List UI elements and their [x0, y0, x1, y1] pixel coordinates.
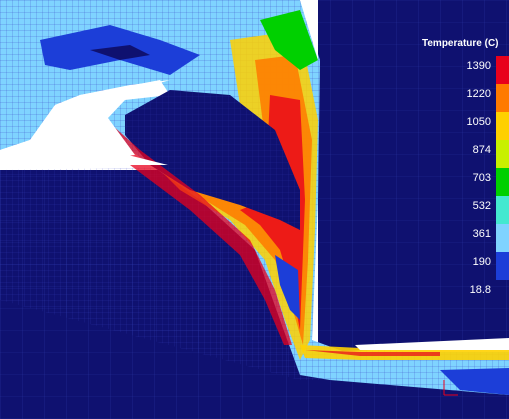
legend-label: 1050	[466, 116, 491, 128]
legend-label: 18.8	[469, 284, 491, 296]
legend-title: Temperature (C)	[422, 38, 499, 49]
legend-swatch	[496, 224, 509, 252]
legend-swatch	[496, 140, 509, 168]
legend-label: 190	[472, 256, 491, 268]
legend-swatch	[496, 252, 509, 280]
air-gap	[0, 0, 509, 350]
legend-color-bar	[496, 56, 509, 280]
legend-swatch	[496, 84, 509, 112]
legend-label: 361	[472, 228, 491, 240]
legend-swatch	[496, 168, 509, 196]
temperature-legend: Temperature (C) 1390 1220 1050 874 703 5…	[414, 34, 509, 304]
chip	[0, 0, 509, 395]
legend-swatch	[496, 196, 509, 224]
legend-swatch	[496, 112, 509, 140]
axis-triad-icon	[443, 380, 458, 396]
legend-label: 532	[472, 200, 491, 212]
legend-swatch	[496, 56, 509, 84]
cutting-tool	[318, 0, 509, 352]
legend-label: 703	[472, 172, 491, 184]
legend-label: 1390	[466, 60, 491, 72]
legend-label: 874	[472, 144, 491, 156]
legend-label: 1220	[466, 88, 491, 100]
